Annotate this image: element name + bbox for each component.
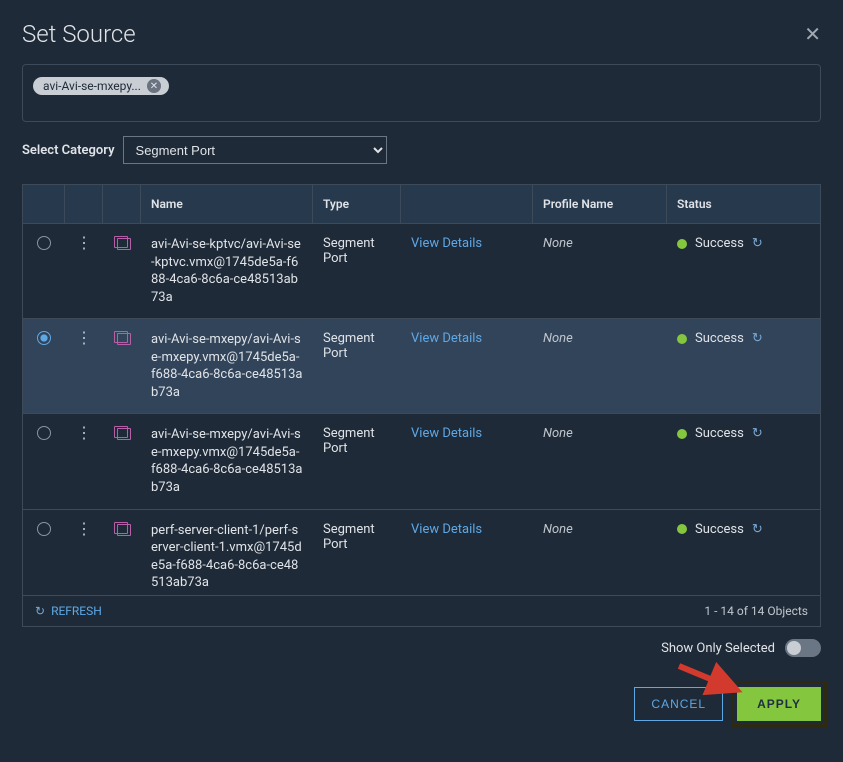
table-row[interactable]: ⋮ avi-Avi-se-mxepy/avi-Avi-se-mxepy.vmx@1…	[23, 414, 820, 509]
row-profile: None	[533, 224, 667, 318]
dialog-buttons: CANCEL APPLY	[22, 687, 821, 721]
row-actions-icon[interactable]: ⋮	[76, 236, 92, 250]
filter-box[interactable]: avi-Avi-se-mxepy... ✕	[22, 64, 821, 122]
row-name: perf-server-client-1/perf-server-client-…	[141, 510, 313, 595]
row-type: Segment Port	[313, 319, 401, 413]
segment-port-icon	[114, 426, 130, 438]
row-status: Success ↻	[677, 426, 763, 441]
view-details-link[interactable]: View Details	[411, 236, 482, 251]
row-radio[interactable]	[37, 331, 51, 345]
col-status-header: Status	[667, 185, 820, 223]
row-profile: None	[533, 319, 667, 413]
row-actions-icon[interactable]: ⋮	[76, 426, 92, 440]
col-view-header	[401, 185, 533, 223]
segment-port-icon	[114, 522, 130, 534]
row-name: avi-Avi-se-mxepy/avi-Avi-se-mxepy.vmx@17…	[141, 319, 313, 413]
view-details-link[interactable]: View Details	[411, 522, 482, 537]
dialog-header: Set Source ✕	[22, 20, 821, 48]
table-header: Name Type Profile Name Status	[23, 185, 820, 224]
col-name-header: Name	[141, 185, 313, 223]
refresh-icon: ↻	[35, 604, 45, 618]
source-table: Name Type Profile Name Status ⋮ avi-Avi-s…	[22, 184, 821, 627]
category-row: Select Category Segment Port	[22, 136, 821, 164]
category-select[interactable]: Segment Port	[123, 136, 387, 164]
category-label: Select Category	[22, 143, 115, 158]
filter-chip-text: avi-Avi-se-mxepy...	[43, 79, 141, 93]
table-row[interactable]: ⋮ avi-Avi-se-kptvc/avi-Avi-se-kptvc.vmx@1…	[23, 224, 820, 319]
cancel-button[interactable]: CANCEL	[634, 687, 723, 721]
status-refresh-icon[interactable]: ↻	[752, 236, 763, 251]
row-status: Success ↻	[677, 236, 763, 251]
close-icon[interactable]: ✕	[804, 22, 821, 46]
segment-port-icon	[114, 236, 130, 248]
row-type: Segment Port	[313, 224, 401, 318]
filter-chip: avi-Avi-se-mxepy... ✕	[33, 77, 169, 95]
row-name: avi-Avi-se-kptvc/avi-Avi-se-kptvc.vmx@17…	[141, 224, 313, 318]
col-icon	[103, 185, 141, 223]
status-refresh-icon[interactable]: ↻	[752, 426, 763, 441]
status-dot-icon	[677, 429, 687, 439]
chip-remove-icon[interactable]: ✕	[147, 79, 161, 93]
object-count: 1 - 14 of 14 Objects	[704, 604, 808, 618]
set-source-dialog: Set Source ✕ avi-Avi-se-mxepy... ✕ Selec…	[0, 0, 843, 741]
row-profile: None	[533, 510, 667, 595]
dialog-title: Set Source	[22, 20, 136, 48]
table-scroll[interactable]: Name Type Profile Name Status ⋮ avi-Avi-s…	[23, 185, 820, 595]
refresh-label: REFRESH	[51, 604, 102, 618]
row-type: Segment Port	[313, 510, 401, 595]
apply-button[interactable]: APPLY	[737, 687, 821, 721]
segment-port-icon	[114, 331, 130, 343]
row-name: avi-Avi-se-mxepy/avi-Avi-se-mxepy.vmx@17…	[141, 414, 313, 508]
col-select	[23, 185, 65, 223]
row-type: Segment Port	[313, 414, 401, 508]
show-only-selected-label: Show Only Selected	[661, 641, 775, 656]
row-radio[interactable]	[37, 522, 51, 536]
status-dot-icon	[677, 524, 687, 534]
col-actions	[65, 185, 103, 223]
status-refresh-icon[interactable]: ↻	[752, 331, 763, 346]
row-profile: None	[533, 414, 667, 508]
row-status: Success ↻	[677, 331, 763, 346]
table-body: ⋮ avi-Avi-se-kptvc/avi-Avi-se-kptvc.vmx@1…	[23, 224, 820, 595]
refresh-button[interactable]: ↻ REFRESH	[35, 604, 102, 618]
status-refresh-icon[interactable]: ↻	[752, 522, 763, 537]
row-actions-icon[interactable]: ⋮	[76, 522, 92, 536]
status-dot-icon	[677, 334, 687, 344]
status-dot-icon	[677, 239, 687, 249]
row-radio[interactable]	[37, 236, 51, 250]
row-actions-icon[interactable]: ⋮	[76, 331, 92, 345]
table-row[interactable]: ⋮ avi-Avi-se-mxepy/avi-Avi-se-mxepy.vmx@1…	[23, 319, 820, 414]
show-only-selected-toggle[interactable]	[785, 639, 821, 657]
show-only-selected-row: Show Only Selected	[22, 639, 821, 657]
row-status: Success ↻	[677, 522, 763, 537]
col-type-header: Type	[313, 185, 401, 223]
table-row[interactable]: ⋮ perf-server-client-1/perf-server-client…	[23, 510, 820, 595]
col-profile-header: Profile Name	[533, 185, 667, 223]
table-footer: ↻ REFRESH 1 - 14 of 14 Objects	[23, 595, 820, 626]
row-radio[interactable]	[37, 426, 51, 440]
view-details-link[interactable]: View Details	[411, 426, 482, 441]
view-details-link[interactable]: View Details	[411, 331, 482, 346]
